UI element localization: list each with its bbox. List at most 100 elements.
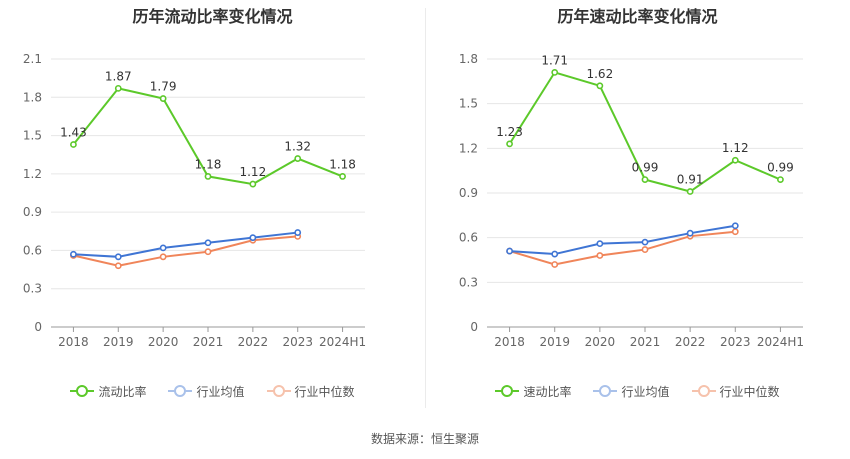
legend-item-industry-mean[interactable]: 行业均值 [593,383,670,400]
legend-line-icon [593,385,618,397]
x-tick-label: 2024H1 [319,335,366,349]
data-label: 1.79 [150,80,177,94]
y-tick-label: 0.3 [23,282,42,296]
data-point [249,234,257,242]
series-line [73,235,298,267]
x-tick-label: 2019 [103,335,134,349]
data-point [114,84,122,92]
data-point [204,248,212,256]
legend-item-industry-median[interactable]: 行业中位数 [691,383,780,400]
x-tick-label: 2022 [675,335,706,349]
legend-item-industry-mean[interactable]: 行业均值 [168,383,245,400]
y-tick-label: 0 [470,320,478,334]
legend-label: 流动比率 [98,384,147,399]
data-point [551,250,559,258]
y-tick-label: 1.2 [459,141,478,155]
x-tick-label: 2018 [58,335,89,349]
data-point [204,173,212,180]
data-label: 1.23 [496,125,523,139]
panel-divider [425,8,426,408]
data-label: 0.99 [632,161,659,175]
legend-line-icon [168,385,193,397]
data-point [204,239,212,247]
x-tick-label: 2020 [148,335,179,349]
data-label: 0.99 [767,161,794,175]
y-tick-label: 0.9 [23,205,42,219]
data-label: 0.91 [677,173,704,187]
current-ratio-chart: 历年流动比率变化情况 0 0.3 0.6 0.9 1.2 1.5 1.8 2.1 2018 201… [0,0,425,415]
series-line [509,230,736,266]
data-point [551,261,559,268]
data-point [506,140,513,148]
x-tick-label: 2018 [494,335,525,349]
data-point [731,228,739,236]
chart-title: 历年速动比率变化情况 [557,7,718,26]
data-label: 1.18 [195,157,222,171]
data-point [159,244,167,252]
legend-line-icon [495,385,520,397]
x-tick-label: 2021 [193,335,224,349]
data-label: 1.18 [329,157,356,171]
legend-label: 行业中位数 [719,384,780,399]
data-point [114,262,122,270]
data-point [596,252,604,259]
legend-label: 行业均值 [621,384,670,399]
data-point [641,246,649,253]
data-point [339,173,346,180]
legend-label: 速动比率 [523,384,572,399]
data-point [641,238,649,246]
data-label: 1.62 [586,67,613,81]
x-tick-label: 2020 [585,335,616,349]
quick-ratio-plot: 0 0.3 0.6 0.9 1.2 1.5 1.8 2018 2019 2020 2021 2022 2… [459,52,804,349]
x-tick-label: 2023 [720,335,751,349]
legend-line-icon [70,385,95,397]
data-point [294,155,302,162]
chart-legend: 流动比率 行业均值 行业中位数 [0,381,425,401]
legend-label: 行业中位数 [294,384,355,399]
legend-label: 行业均值 [196,384,245,399]
x-tick-label: 2021 [630,335,661,349]
y-tick-label: 0.6 [459,231,478,245]
chart-title: 历年流动比率变化情况 [132,7,293,26]
x-tick-label: 2024H1 [757,335,804,349]
data-label: 1.32 [284,140,311,154]
quick-ratio-chart: 历年速动比率变化情况 0 0.3 0.6 0.9 1.2 1.5 1.8 2018 2019 20… [425,0,850,415]
y-tick-label: 1.5 [459,97,478,111]
data-point [731,222,739,230]
data-point [641,176,649,183]
y-tick-label: 1.8 [459,52,478,66]
y-tick-label: 0.9 [459,186,478,200]
legend-line-icon [691,385,716,397]
legend-item-quick-ratio[interactable]: 速动比率 [495,383,571,400]
data-point [686,188,694,195]
data-label: 1.12 [722,141,749,155]
data-label: 1.43 [60,126,87,140]
data-point [686,229,694,237]
chart-legend: 速动比率 行业均值 行业中位数 [425,381,850,401]
y-tick-label: 1.8 [23,90,42,104]
data-point [70,250,77,258]
y-tick-label: 0.3 [459,275,478,289]
data-point [731,156,739,164]
x-tick-label: 2022 [238,335,269,349]
data-label: 1.87 [105,69,132,83]
legend-item-current-ratio[interactable]: 流动比率 [70,383,146,400]
x-tick-label: 2023 [282,335,313,349]
y-tick-label: 0.6 [23,243,42,257]
y-tick-label: 1.2 [23,167,42,181]
y-tick-label: 0 [34,320,42,334]
data-point [506,247,513,255]
data-point [114,253,122,261]
y-tick-label: 1.5 [23,129,42,143]
data-point [596,240,604,248]
data-point [551,69,559,76]
legend-item-industry-median[interactable]: 行业中位数 [266,383,355,400]
data-source-note: 数据来源：恒生聚源 [370,432,479,446]
x-tick-label: 2019 [539,335,570,349]
legend-line-icon [266,385,291,397]
data-label: 1.71 [541,53,568,67]
data-point [294,229,302,236]
series-line [73,231,298,258]
data-point [596,82,604,90]
data-point [70,141,77,148]
